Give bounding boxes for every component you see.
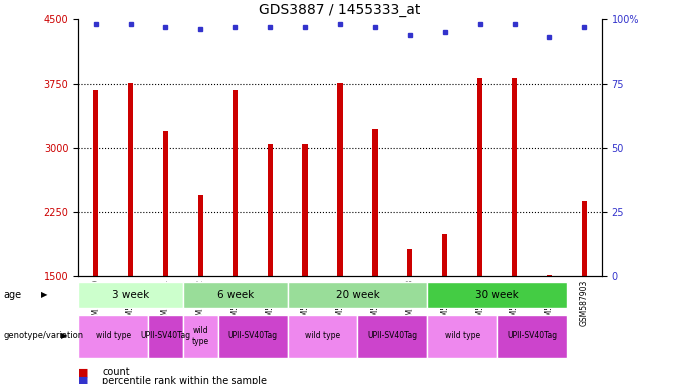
Text: UPII-SV40Tag: UPII-SV40Tag xyxy=(507,331,557,341)
Bar xyxy=(581,201,587,276)
Bar xyxy=(93,89,99,276)
Bar xyxy=(288,282,427,308)
Bar xyxy=(497,314,567,359)
Text: 20 week: 20 week xyxy=(335,290,379,300)
Bar xyxy=(183,282,288,308)
Bar xyxy=(288,314,358,359)
Bar xyxy=(477,78,482,276)
Text: UPII-SV40Tag: UPII-SV40Tag xyxy=(228,331,278,341)
Text: percentile rank within the sample: percentile rank within the sample xyxy=(102,376,267,384)
Text: ▶: ▶ xyxy=(61,331,68,341)
Bar xyxy=(183,314,218,359)
Bar xyxy=(267,144,273,276)
Bar xyxy=(547,275,552,276)
Text: ■: ■ xyxy=(78,367,88,377)
Text: ▶: ▶ xyxy=(41,290,48,299)
Text: UPII-SV40Tag: UPII-SV40Tag xyxy=(367,331,418,341)
Text: 3 week: 3 week xyxy=(112,290,149,300)
Text: wild
type: wild type xyxy=(192,326,209,346)
Text: wild type: wild type xyxy=(96,331,131,341)
Bar xyxy=(442,233,447,276)
Bar xyxy=(163,131,168,276)
Bar xyxy=(427,314,497,359)
Bar xyxy=(407,249,413,276)
Bar xyxy=(233,89,238,276)
Text: age: age xyxy=(3,290,22,300)
Bar xyxy=(128,83,133,276)
Bar xyxy=(78,314,148,359)
Text: wild type: wild type xyxy=(305,331,340,341)
Bar xyxy=(337,83,343,276)
Text: 6 week: 6 week xyxy=(217,290,254,300)
Bar xyxy=(218,314,288,359)
Bar xyxy=(78,282,183,308)
Bar xyxy=(372,129,377,276)
Text: count: count xyxy=(102,367,130,377)
Text: genotype/variation: genotype/variation xyxy=(3,331,84,341)
Title: GDS3887 / 1455333_at: GDS3887 / 1455333_at xyxy=(259,3,421,17)
Text: ■: ■ xyxy=(78,376,88,384)
Bar xyxy=(358,314,427,359)
Text: wild type: wild type xyxy=(445,331,479,341)
Bar xyxy=(303,144,308,276)
Bar xyxy=(512,78,517,276)
Text: 30 week: 30 week xyxy=(475,290,519,300)
Text: UPII-SV40Tag: UPII-SV40Tag xyxy=(140,331,190,341)
Bar xyxy=(427,282,567,308)
Bar xyxy=(198,195,203,276)
Bar xyxy=(148,314,183,359)
